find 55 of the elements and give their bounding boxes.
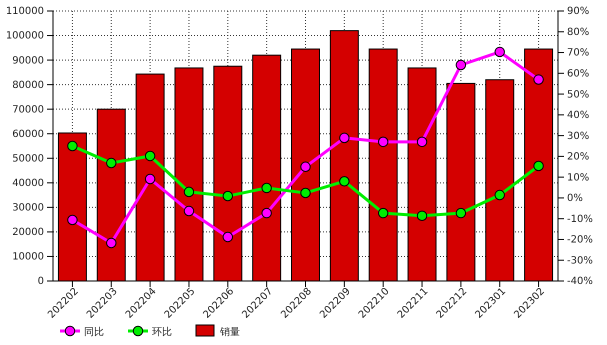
y-tick-label: 60000 xyxy=(12,128,44,140)
y2-tick-label: 70% xyxy=(567,48,590,59)
point xyxy=(494,190,505,200)
point xyxy=(67,140,78,152)
point xyxy=(106,158,116,168)
y-tick-label: 80000 xyxy=(12,80,44,91)
point xyxy=(222,232,234,242)
y2-tick-label: 0% xyxy=(567,193,583,204)
point xyxy=(378,136,388,148)
point xyxy=(261,182,272,194)
y2-tick-label: 10% xyxy=(567,172,590,184)
y-tick-label: 50000 xyxy=(12,153,44,164)
y2-tick-label: -30% xyxy=(567,255,593,266)
y-tick-label: 10000 xyxy=(12,252,44,263)
point xyxy=(300,162,311,172)
y2-tick-label: 80% xyxy=(567,26,590,38)
point xyxy=(533,160,544,172)
point xyxy=(339,176,350,187)
y-tick-label: 110000 xyxy=(6,6,44,18)
point xyxy=(416,136,428,148)
y2-tick-label: 40% xyxy=(567,110,590,122)
y-tick-label: 40000 xyxy=(12,178,44,190)
point xyxy=(144,174,156,184)
point xyxy=(106,238,116,248)
y-tick-label: 70000 xyxy=(12,104,44,116)
point xyxy=(456,208,466,218)
y-tick-label: 30000 xyxy=(12,202,44,214)
point xyxy=(300,188,311,198)
y2-tick-label: -40% xyxy=(567,276,593,288)
y2-tick-label: 30% xyxy=(567,130,590,142)
point xyxy=(184,206,194,216)
point xyxy=(261,208,272,218)
legend-label: 销量 xyxy=(219,327,240,338)
point xyxy=(339,132,350,144)
point xyxy=(378,208,388,218)
y2-tick-label: 20% xyxy=(567,152,590,163)
y2-tick-label: -20% xyxy=(567,234,593,246)
y2-tick-label: 50% xyxy=(567,89,590,100)
point xyxy=(533,74,544,85)
legend-label: 同比 xyxy=(84,326,104,338)
point xyxy=(184,186,194,198)
y2-tick-label: -10% xyxy=(567,214,593,225)
y-tick-label: 90000 xyxy=(12,55,44,66)
point xyxy=(67,214,78,226)
point xyxy=(456,60,466,70)
y-tick-label: 0 xyxy=(38,276,44,288)
y2-tick-label: 60% xyxy=(567,68,590,80)
y-tick-label: 20000 xyxy=(12,227,44,238)
point xyxy=(416,210,428,221)
point xyxy=(144,150,156,162)
legend-label: 环比 xyxy=(152,326,172,338)
y2-tick-label: 90% xyxy=(567,6,590,18)
point xyxy=(494,46,505,58)
y-tick-label: 100000 xyxy=(6,30,44,42)
point xyxy=(222,190,234,202)
